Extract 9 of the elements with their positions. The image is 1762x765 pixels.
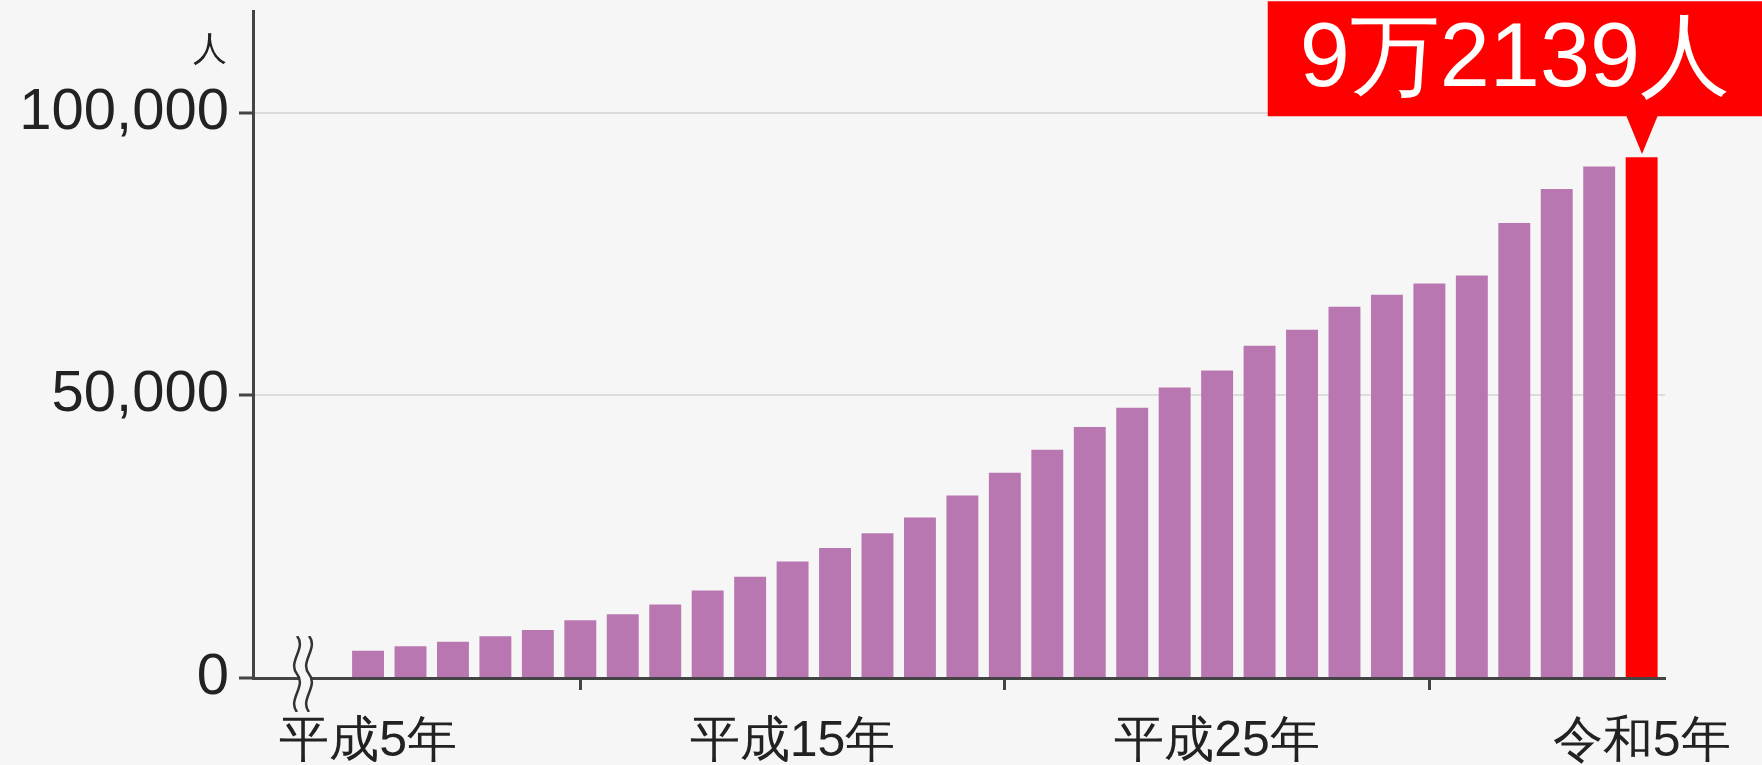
y-axis-title: 人 — [193, 29, 227, 68]
x-tick-label: 平成5年 — [279, 710, 457, 765]
y-tick-label: 100,000 — [19, 75, 229, 141]
x-tick-label: 令和5年 — [1552, 710, 1731, 765]
y-tick-label: 50,000 — [51, 358, 229, 424]
x-tick-label: 平成25年 — [1114, 710, 1320, 765]
x-tick-label: 平成15年 — [689, 710, 896, 765]
y-tick-label: 0 — [196, 641, 229, 706]
annotation: 9万2139人 — [1299, 5, 1731, 106]
